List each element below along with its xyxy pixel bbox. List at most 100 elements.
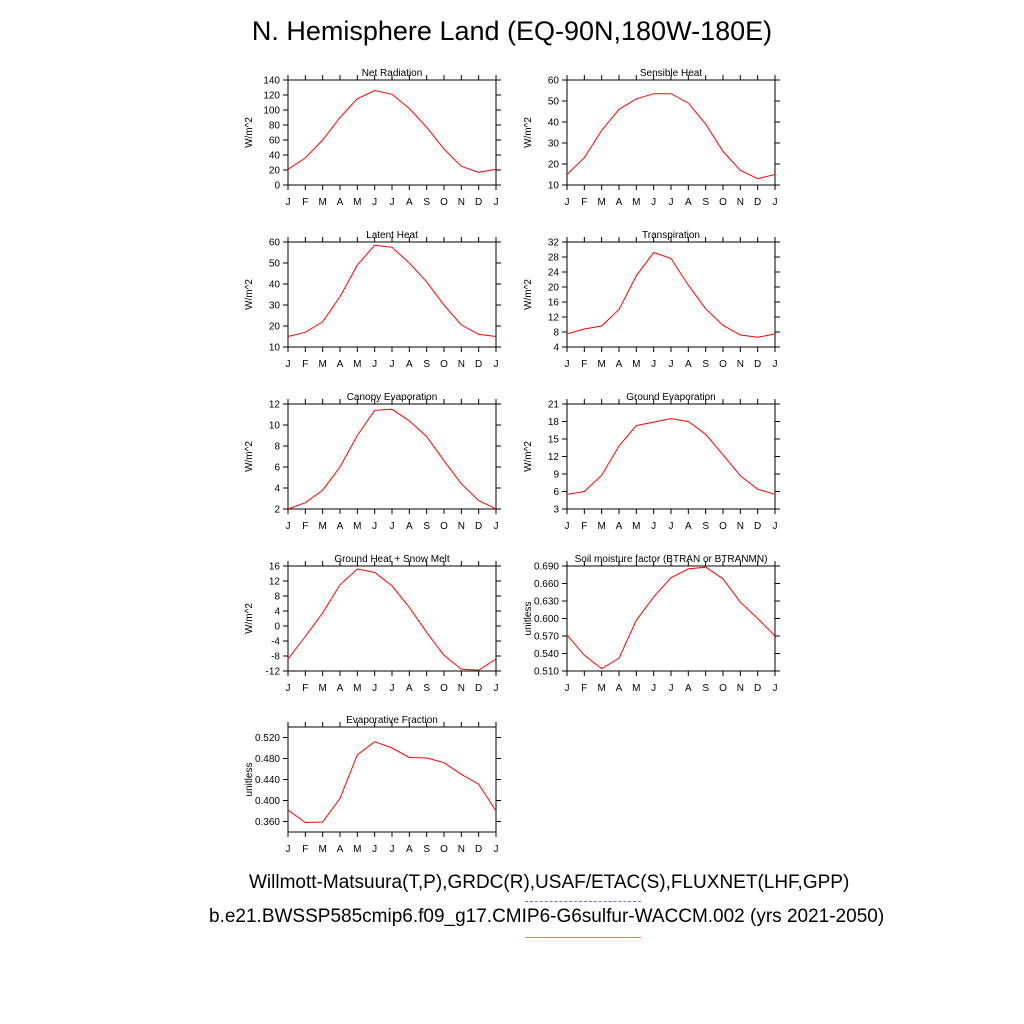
- x-tick-label: S: [702, 197, 709, 208]
- x-tick-label: A: [685, 521, 692, 532]
- series-line: [287, 408, 497, 510]
- x-tick-label: J: [669, 197, 674, 208]
- x-tick-label: J: [372, 844, 377, 855]
- x-tick-label: M: [597, 359, 605, 370]
- x-tick-label: O: [440, 197, 448, 208]
- x-tick-label: J: [390, 844, 395, 855]
- y-tick-label: 18: [548, 417, 560, 428]
- y-tick-label: 0.630: [534, 597, 559, 608]
- y-tick-label: 0.400: [255, 796, 280, 807]
- y-axis-label: W/m^2: [523, 441, 534, 472]
- y-tick-label: 24: [548, 268, 560, 279]
- y-tick-label: 4: [274, 484, 280, 495]
- x-tick-label: A: [337, 359, 344, 370]
- x-tick-label: J: [669, 521, 674, 532]
- x-tick-label: S: [702, 521, 709, 532]
- x-tick-label: A: [406, 844, 413, 855]
- x-tick-label: A: [406, 683, 413, 694]
- chart-title: Canopy Evaporation: [347, 392, 438, 403]
- x-tick-label: O: [440, 844, 448, 855]
- chart-title: Sensible Heat: [640, 68, 702, 79]
- x-tick-label: A: [685, 683, 692, 694]
- x-tick-label: M: [632, 197, 640, 208]
- series-line: [287, 568, 497, 671]
- chart-title: Transpiration: [642, 230, 700, 241]
- x-tick-label: A: [685, 197, 692, 208]
- series-line: [566, 566, 776, 670]
- x-tick-label: N: [458, 197, 465, 208]
- y-tick-label: 12: [269, 400, 281, 411]
- x-tick-label: M: [632, 683, 640, 694]
- y-tick-label: 0.520: [255, 733, 280, 744]
- y-tick-label: 100: [263, 106, 280, 117]
- x-tick-label: M: [353, 359, 361, 370]
- x-tick-label: M: [318, 359, 326, 370]
- solid-red-line: [525, 937, 641, 938]
- chart-title: Ground Heat + Snow Melt: [334, 554, 450, 565]
- x-tick-label: O: [719, 359, 727, 370]
- x-tick-label: D: [754, 197, 761, 208]
- plot-frame: [287, 79, 497, 186]
- x-tick-label: D: [754, 359, 761, 370]
- x-tick-label: O: [719, 683, 727, 694]
- x-tick-label: M: [632, 359, 640, 370]
- y-tick-label: 50: [548, 97, 560, 108]
- y-tick-label: 0.510: [534, 667, 559, 678]
- footer-case-line: b.e21.BWSSP585cmip6.f09_g17.CMIP6-G6sulf…: [209, 906, 885, 927]
- x-tick-label: J: [390, 521, 395, 532]
- x-tick-label: J: [669, 359, 674, 370]
- x-tick-label: N: [458, 844, 465, 855]
- x-tick-label: M: [597, 197, 605, 208]
- y-tick-label: 0.570: [534, 632, 559, 643]
- x-tick-label: O: [440, 521, 448, 532]
- y-tick-label: -4: [271, 637, 280, 648]
- x-tick-label: J: [286, 359, 291, 370]
- series-line: [566, 93, 776, 180]
- x-tick-label: M: [353, 683, 361, 694]
- x-tick-label: J: [565, 197, 570, 208]
- x-tick-label: J: [372, 683, 377, 694]
- x-tick-label: D: [475, 197, 482, 208]
- plot-frame: [566, 79, 776, 186]
- x-tick-label: J: [494, 844, 499, 855]
- x-tick-label: J: [286, 844, 291, 855]
- x-tick-label: S: [423, 197, 430, 208]
- x-tick-label: S: [423, 844, 430, 855]
- x-tick-label: J: [651, 197, 656, 208]
- x-tick-label: F: [581, 197, 587, 208]
- x-tick-label: J: [651, 359, 656, 370]
- y-axis-label: unitless: [523, 602, 534, 636]
- x-tick-label: A: [337, 197, 344, 208]
- series-line: [287, 89, 497, 173]
- y-tick-label: 10: [548, 181, 560, 192]
- x-tick-label: S: [702, 683, 709, 694]
- main-title: N. Hemisphere Land (EQ-90N,180W-180E): [251, 16, 773, 46]
- y-tick-label: 140: [263, 76, 280, 87]
- chart-panel-8: Evaporative Fraction unitless 0.360 0.400 0.…: [244, 715, 501, 855]
- y-tick-label: 20: [269, 166, 281, 177]
- x-tick-label: M: [318, 683, 326, 694]
- x-tick-label: N: [737, 197, 744, 208]
- y-tick-label: 30: [548, 139, 560, 150]
- series-line: [287, 244, 497, 337]
- y-tick-label: 60: [548, 76, 560, 87]
- x-tick-label: F: [302, 683, 308, 694]
- y-tick-label: 12: [548, 452, 560, 463]
- x-tick-label: F: [581, 359, 587, 370]
- y-tick-label: 4: [274, 607, 280, 618]
- chart-panel-6: Ground Heat + Snow Melt W/m^2 -12 -8 -4 0 4 8 12…: [244, 554, 501, 694]
- y-tick-label: 6: [553, 487, 559, 498]
- y-tick-label: 12: [269, 577, 281, 588]
- y-tick-label: 10: [269, 343, 281, 354]
- footer-observations-line: Willmott-Matsuura(T,P),GRDC(R),USAF/ETAC…: [249, 872, 850, 893]
- x-tick-label: A: [685, 359, 692, 370]
- x-tick-label: J: [773, 521, 778, 532]
- y-axis-label: W/m^2: [244, 603, 255, 634]
- x-tick-label: J: [651, 521, 656, 532]
- x-tick-label: J: [286, 683, 291, 694]
- x-tick-label: S: [423, 359, 430, 370]
- y-tick-label: 3: [553, 505, 559, 516]
- y-axis-label: W/m^2: [244, 117, 255, 148]
